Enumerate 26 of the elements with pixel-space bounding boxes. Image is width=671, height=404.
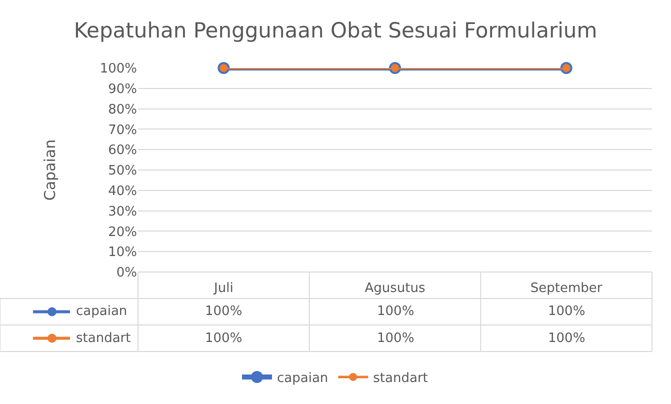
data-label: 100%: [548, 304, 586, 319]
y-tick-label: 60%: [108, 143, 137, 158]
data-label: 100%: [205, 331, 242, 346]
data-label: 100%: [205, 304, 242, 319]
y-tick-label: 30%: [108, 204, 137, 220]
y-axis-title: Capaian: [41, 139, 60, 201]
y-tick-label: 40%: [108, 184, 137, 199]
chart-title: Kepatuhan Penggunaan Obat Sesuai Formularium: [74, 18, 598, 42]
text: capaian: [277, 371, 328, 386]
data-label: 100%: [377, 331, 414, 346]
y-tick-label: 70%: [108, 122, 137, 138]
y-tick-label: 0%: [116, 266, 137, 281]
legend-label: capaian: [76, 304, 128, 319]
y-tick-label: 90%: [108, 82, 137, 97]
data-label: 100%: [548, 331, 586, 346]
legend-label: standart: [76, 331, 131, 346]
y-tick-label: 20%: [108, 224, 137, 240]
x-tick-label: September: [530, 281, 603, 296]
y-tick-label: 100%: [100, 62, 137, 77]
x-tick-label: Agusutus: [364, 281, 426, 296]
text: standart: [373, 371, 428, 386]
x-tick-label: Juli: [213, 281, 234, 296]
data-label: 100%: [377, 304, 414, 319]
y-tick-label: 80%: [108, 102, 137, 118]
y-tick-label: 10%: [108, 245, 137, 260]
y-tick-label: 50%: [108, 164, 137, 179]
